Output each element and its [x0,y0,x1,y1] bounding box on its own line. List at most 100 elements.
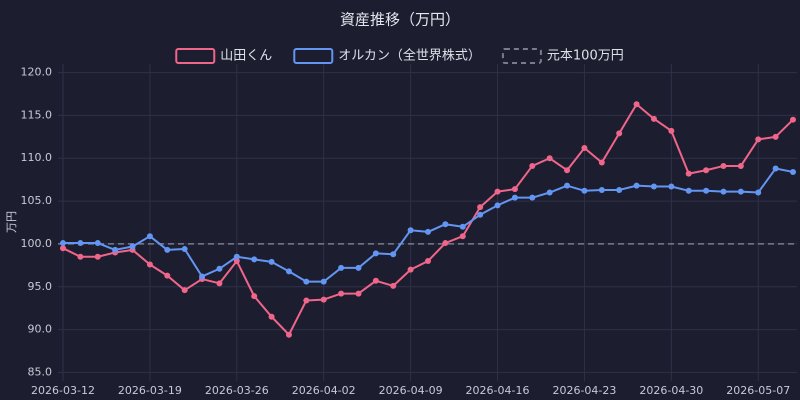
data-point [94,253,101,260]
data-point [390,251,397,258]
data-point [755,189,762,196]
data-point [268,258,275,265]
data-point [407,227,414,234]
y-tick-label: 110.0 [21,151,53,164]
data-point [459,233,466,240]
data-point [320,278,327,285]
data-point [564,182,571,189]
data-point [459,223,466,230]
data-point [425,258,431,265]
data-point [633,101,640,108]
data-point [616,186,623,193]
data-point [407,266,414,273]
data-point [233,258,240,265]
data-point [355,264,362,271]
x-tick-label: 2026-04-23 [552,384,616,397]
data-point [442,240,449,247]
legend-label: オルカン（全世界株式） [338,48,481,64]
data-point [216,265,223,272]
legend-swatch [501,48,542,64]
data-point [494,202,501,209]
y-tick-label: 115.0 [21,108,53,121]
y-axis-label: 万円 [5,211,18,233]
data-point [77,240,84,247]
data-point [372,250,379,257]
data-point [477,211,484,218]
y-tick-label: 90.0 [28,323,53,336]
data-point [285,268,292,275]
data-point [790,116,796,123]
data-point [442,221,449,228]
chart-title: 資産推移（万円） [340,11,460,29]
data-point [616,130,623,137]
data-point [390,282,397,289]
x-tick-label: 2026-05-07 [726,384,790,397]
data-point [60,240,66,247]
data-point [372,277,379,284]
data-point [129,243,136,250]
data-point [216,280,223,287]
data-point [199,273,206,280]
data-point [737,162,744,169]
data-point [650,115,657,122]
data-point [668,183,675,190]
data-point [77,253,84,260]
data-point [511,194,518,201]
data-point [338,264,345,271]
y-tick-label: 100.0 [21,237,53,250]
data-point [772,165,779,172]
legend-swatch [175,48,216,64]
data-point [650,183,657,190]
data-point [303,278,310,285]
data-point [94,240,101,247]
data-point [633,182,640,189]
data-point [303,297,310,304]
data-point [251,293,258,300]
data-point [755,136,762,143]
data-point [529,162,536,169]
data-point [164,246,171,253]
data-point [790,168,796,175]
data-point [772,133,779,140]
x-tick-label: 2026-03-19 [118,384,182,397]
data-point [285,331,292,338]
data-point [564,167,571,174]
data-point [181,246,188,253]
data-point [668,127,675,134]
data-point [581,187,588,194]
x-tick-label: 2026-04-30 [639,384,703,397]
data-point [268,313,275,320]
series-line [62,103,794,336]
x-tick-label: 2026-04-02 [292,384,356,397]
legend-label: 元本100万円 [547,49,624,64]
data-point [338,290,345,297]
data-point [546,189,553,196]
data-point [546,155,553,162]
data-point [581,144,588,151]
data-point [598,186,605,193]
data-point [737,188,744,195]
data-point [320,296,327,303]
data-point [112,246,119,253]
data-point [511,186,518,193]
data-point [685,170,692,177]
legend-swatch [293,48,334,64]
data-point [251,256,258,263]
data-point [685,187,692,194]
x-tick-label: 2026-04-16 [466,384,530,397]
x-tick-label: 2026-04-09 [379,384,443,397]
data-point [494,188,501,195]
data-point [598,159,605,166]
data-point [477,204,484,211]
data-point [355,290,362,297]
data-point [233,253,240,260]
series-line [63,167,794,283]
x-tick-label: 2026-03-26 [205,384,269,397]
data-point [720,188,727,195]
x-tick-label: 2026-03-12 [31,384,95,397]
data-point [164,272,171,279]
data-point [425,228,431,235]
y-tick-label: 85.0 [28,365,53,378]
